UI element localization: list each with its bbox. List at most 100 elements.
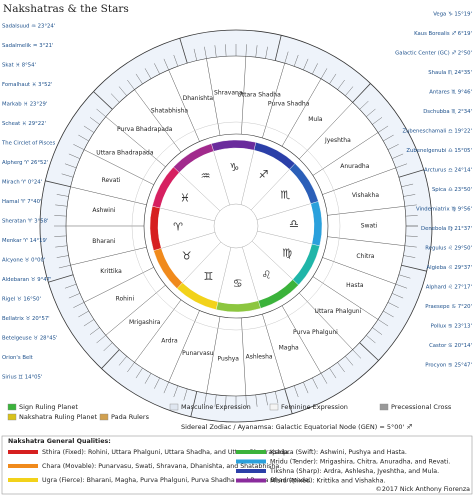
- legend-label: Sidereal Zodiac / Ayanamsa: Galactic Equ…: [181, 423, 412, 431]
- star-label: Alphard ♌ 27°17': [426, 285, 472, 291]
- qualities-heading: Nakshatra General Qualities:: [8, 438, 111, 445]
- quality-text: Misra (Mixed): Krittika and Vishakha.: [270, 478, 385, 485]
- legend-label: Precessional Cross: [391, 403, 452, 411]
- legend-swatch: [270, 404, 278, 410]
- quality-swatch: [8, 464, 38, 468]
- star-label: Orion's Belt: [2, 355, 33, 361]
- quality-text: Tikshna (Sharp): Ardra, Ashlesha, Jyesht…: [269, 468, 439, 475]
- legend-swatch: [170, 404, 178, 410]
- star-label: Zubeneschamali ♎ 19°22': [402, 129, 472, 135]
- quality-text: Kshipra (Swift): Ashwini, Pushya and Has…: [270, 449, 407, 456]
- zodiac-glyph: ♈: [173, 221, 183, 234]
- star-label: Galactic Center (GC) ♐ 2°50': [395, 51, 472, 57]
- nakshatra-label: Anuradha: [340, 163, 369, 170]
- star-label: Fomalhaut ♓ 3°52': [2, 82, 52, 88]
- nakshatra-label: Purva Phalguni: [293, 329, 338, 336]
- star-label: Praesepe ♋ 7°20': [425, 304, 472, 310]
- star-label: Markab ♓ 23°29': [2, 102, 47, 108]
- nakshatra-label: Revati: [102, 177, 121, 184]
- nakshatra-label: Ashwini: [92, 207, 115, 214]
- zodiac-glyph: ♏: [280, 189, 290, 202]
- legend-label: Sign Ruling Planet: [19, 403, 78, 411]
- quality-swatch: [236, 460, 266, 464]
- star-label: Alcyone ♉ 0°00': [2, 258, 45, 264]
- nakshatra-label: Ashlesha: [246, 353, 273, 360]
- star-label: Scheat ♓ 29°22': [2, 121, 46, 127]
- star-label: Mirach ♈ 0°24': [2, 180, 42, 186]
- zodiac-glyph: ♓: [180, 191, 190, 204]
- nakshatra-label: Krittika: [100, 268, 122, 275]
- star-label: Regulus ♌ 29°50': [425, 246, 472, 252]
- star-label: Hamal ♈ 7°40': [2, 199, 41, 205]
- star-label: Spica ♎ 23°50': [432, 187, 472, 193]
- legend-swatch: [8, 404, 16, 410]
- zodiac-glyph: ♎: [289, 217, 299, 230]
- legend-label: Nakshatra Ruling Planet: [19, 413, 97, 421]
- zodiac-glyph: ♊: [204, 270, 214, 283]
- zodiac-glyph: ♐: [259, 168, 269, 181]
- star-label: Kaus Borealis ♐ 6°19': [414, 31, 472, 37]
- legend-swatch: [380, 404, 388, 410]
- star-label: Sadalsuud ♒ 23°24': [2, 24, 55, 30]
- star-label: Sadalmelik ♒ 3°21': [2, 43, 53, 49]
- nakshatra-label: Uttara Phalguni: [315, 308, 362, 315]
- nakshatra-label: Chitra: [356, 253, 374, 260]
- zodiac-glyph: ♌: [262, 268, 272, 281]
- legend-label: Masculine Expression: [181, 403, 251, 411]
- nakshatra-label: Punarvasu: [182, 350, 214, 357]
- copyright: ©2017 Nick Anthony Fiorenza: [376, 485, 471, 493]
- nakshatra-label: Swati: [361, 223, 378, 230]
- nakshatra-label: Rohini: [116, 296, 135, 303]
- star-label: Alpherg ♈ 26°52': [2, 160, 48, 166]
- star-label: Zubenelgenubi ♎ 15°05': [406, 148, 472, 154]
- quality-swatch: [236, 450, 266, 454]
- zodiac-glyph: ♉: [182, 249, 192, 262]
- quality-swatch: [8, 450, 38, 454]
- star-label: Arcturus ♎ 24°14': [424, 168, 472, 174]
- center: [214, 204, 258, 248]
- legend-swatch: [8, 414, 16, 420]
- legend-label: Feminine Expression: [281, 403, 348, 411]
- star-label: Skat ♓ 8°54': [2, 63, 36, 69]
- quality-swatch: [236, 479, 266, 483]
- star-label: Dschubba ♏ 2°34': [423, 109, 472, 115]
- star-label: Betelgeuse ♉ 28°45': [2, 336, 57, 342]
- star-label: Procyon ♋ 25°47': [425, 363, 472, 369]
- nakshatra-label: Mula: [308, 116, 323, 123]
- nakshatra-label: Purva Bhadrapada: [117, 126, 173, 133]
- zodiac-glyph: ♑: [229, 161, 239, 174]
- star-label: Sirius ♊ 14°05': [2, 375, 42, 381]
- star-label: Denebola ♍ 21°37': [421, 226, 472, 232]
- title: Nakshatras & the Stars: [3, 3, 129, 15]
- star-label: Rigel ♉ 16°50': [2, 297, 41, 303]
- zodiac-glyph: ♒: [201, 170, 211, 183]
- nakshatra-label: Mrigashira: [129, 319, 161, 326]
- nakshatra-label: Purva Shadha: [268, 100, 310, 107]
- nakshatra-label: Vishakha: [352, 192, 380, 199]
- quality-swatch: [236, 469, 266, 473]
- star-label: Antares ♏ 9°46': [429, 90, 472, 96]
- quality-text: Chara (Movable): Punarvasu, Swati, Shrav…: [42, 463, 281, 470]
- star-label: Vindemiatrix ♍ 9°56': [416, 207, 472, 213]
- quality-swatch: [8, 478, 38, 482]
- star-label: Pollux ♋ 23°13': [431, 324, 472, 330]
- star-label: Algieba ♌ 29°37': [427, 265, 473, 271]
- nakshatra-label: Magha: [279, 345, 299, 352]
- star-label: The Circlet of Pisces: [1, 141, 55, 147]
- nakshatra-label: Pushya: [218, 355, 240, 362]
- star-label: Castor ♋ 20°14': [429, 343, 472, 349]
- star-label: Vega ♑ 15°19': [433, 12, 472, 18]
- nakshatra-label: Dhanishta: [183, 95, 214, 102]
- legend-swatch: [100, 414, 108, 420]
- quality-text: Mridu (Tender): Mrigashira, Chitra, Anur…: [270, 459, 450, 466]
- star-label: Shaula ♏ 24°35': [428, 70, 472, 76]
- nakshatra-label: Jyeshtha: [324, 137, 351, 144]
- zodiac-glyph: ♋: [233, 277, 243, 290]
- zodiac-glyph: ♍: [282, 247, 292, 260]
- star-label: Bellatrix ♉ 20°57': [2, 316, 50, 322]
- nakshatra-label: Hasta: [346, 282, 364, 289]
- star-label: Aldebaran ♉ 9°47': [2, 277, 51, 283]
- nakshatra-label: Shatabhisha: [151, 107, 189, 114]
